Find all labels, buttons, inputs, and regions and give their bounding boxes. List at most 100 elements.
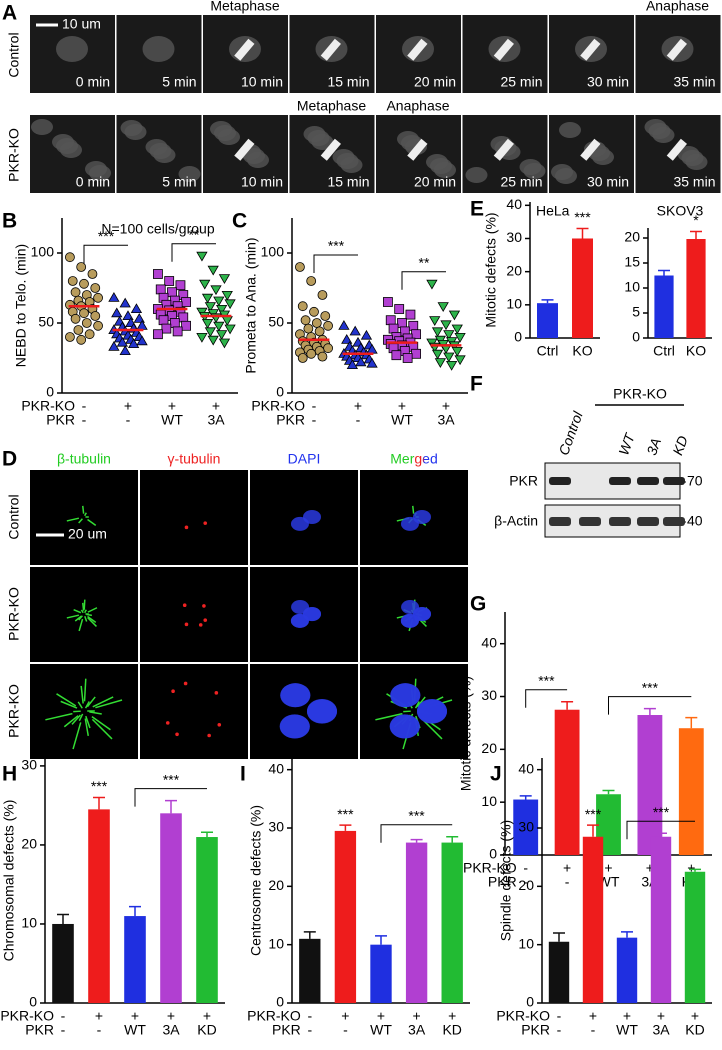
data-point — [311, 318, 322, 328]
data-point — [111, 307, 123, 318]
data-point — [181, 320, 191, 331]
blot-band — [579, 517, 601, 526]
blot-band — [609, 477, 631, 485]
data-point — [90, 311, 101, 321]
bar — [678, 728, 704, 855]
condition-label: + — [563, 860, 571, 876]
condition-label: WT — [161, 412, 183, 428]
data-point — [76, 334, 87, 345]
condition-label: + — [168, 398, 176, 414]
bar — [160, 813, 182, 1003]
chromatin — [400, 613, 419, 628]
y-tick-label: 0 — [276, 994, 284, 1010]
data-point — [201, 319, 214, 329]
chromatin — [290, 613, 309, 628]
microtubule — [72, 722, 82, 750]
microtubule — [78, 618, 84, 632]
bar — [196, 837, 218, 1003]
y-tick-label: 10 — [21, 915, 37, 931]
condition-name: PKR — [488, 874, 517, 890]
bar — [299, 938, 321, 1003]
row-label: PKR-KO — [6, 587, 22, 641]
condition-label: + — [448, 1008, 456, 1024]
microtubule — [84, 609, 87, 614]
microtubule — [84, 616, 88, 622]
y-tick-label: 0 — [29, 994, 37, 1010]
y-tick-label: 5 — [632, 304, 640, 320]
y-tick-label: 20 — [506, 262, 522, 278]
significance: ** — [189, 227, 200, 243]
error-bar — [576, 227, 589, 239]
condition-label: - — [523, 860, 528, 876]
microtubule — [83, 599, 86, 610]
data-point — [454, 355, 466, 366]
chromosomes — [407, 138, 428, 161]
cell — [559, 122, 581, 138]
chromatin — [306, 699, 337, 724]
y-axis-label: Prometa to Ana. (min) — [243, 237, 259, 373]
data-point — [306, 348, 317, 359]
bar — [370, 944, 392, 1003]
lane-label: KD — [669, 434, 691, 458]
data-point — [408, 320, 419, 331]
data-point — [87, 269, 98, 279]
data-point — [73, 325, 84, 335]
significance: *** — [163, 771, 180, 787]
condition-name: PKR — [521, 1022, 550, 1038]
y-tick-label: 10 — [506, 296, 522, 312]
data-point — [397, 318, 407, 328]
centrosome — [203, 521, 208, 525]
image-panel — [30, 470, 138, 565]
phase-label: Anaphase — [386, 98, 449, 114]
condition-label: KD — [197, 1022, 216, 1038]
condition-label: - — [126, 412, 131, 428]
cell — [142, 36, 175, 62]
cell — [31, 119, 53, 135]
error-bar — [655, 832, 667, 837]
time-label: 0 min — [76, 74, 110, 90]
significance-bracket — [608, 696, 692, 715]
condition-label: - — [356, 412, 361, 428]
bar — [513, 799, 539, 855]
y-tick-label: 10 — [624, 279, 640, 295]
data-point — [210, 285, 222, 296]
microtubule — [91, 716, 111, 731]
data-point — [213, 321, 225, 332]
data-point — [383, 297, 393, 307]
y-tick-label: 0 — [526, 994, 534, 1010]
data-point — [360, 329, 373, 340]
row-label: PKR-KO — [6, 684, 22, 738]
x-tick-label: KO — [686, 343, 706, 359]
condition-label: WT — [391, 412, 413, 428]
data-point — [426, 279, 438, 290]
significance: * — [693, 212, 699, 228]
condition-label: KD — [685, 1022, 704, 1038]
data-point — [451, 347, 463, 357]
data-point — [295, 262, 305, 272]
panel-letter: A — [2, 2, 17, 25]
bar — [52, 923, 74, 1003]
image-panel — [250, 664, 358, 759]
condition-label: + — [212, 398, 220, 414]
image-panel — [360, 664, 468, 759]
data-point — [207, 335, 219, 346]
data-point — [153, 269, 163, 279]
significance-bracket — [401, 271, 446, 290]
microtubule — [56, 693, 77, 707]
chromosomes — [493, 38, 514, 61]
bar — [650, 836, 672, 1003]
y-axis-label: Centrosome defects (%) — [248, 805, 264, 956]
condition-label: - — [343, 1022, 348, 1038]
data-point — [70, 313, 81, 324]
condition-label: + — [646, 860, 654, 876]
condition-label: KD — [442, 1022, 461, 1038]
microtubule — [71, 714, 81, 725]
data-point — [317, 351, 328, 362]
data-point — [70, 287, 81, 298]
centrosome — [198, 623, 203, 627]
microtubule — [87, 615, 97, 623]
cell — [145, 139, 168, 155]
significance: *** — [538, 673, 555, 689]
data-point — [213, 296, 225, 307]
data-point — [314, 326, 325, 337]
